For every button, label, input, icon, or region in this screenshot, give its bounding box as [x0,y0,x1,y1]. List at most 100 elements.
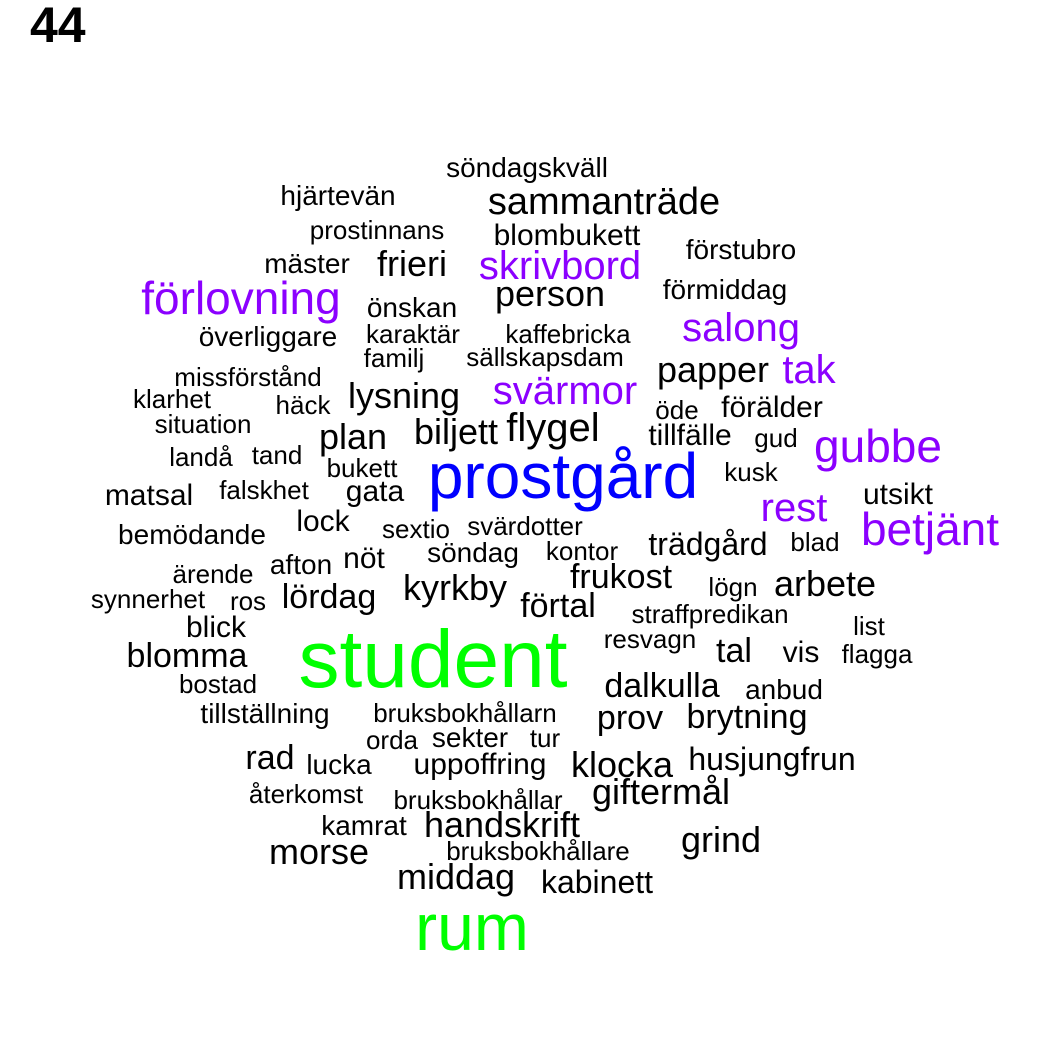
word-blad: blad [790,527,840,557]
word-kontor: kontor [545,536,619,566]
word-familj: familj [363,343,425,373]
word-tillfalle: tillfälle [648,419,732,452]
word-frukost: frukost [569,558,673,596]
word-logn: lögn [708,572,758,602]
word-matsal: matsal [104,479,194,512]
word-tur: tur [529,723,561,753]
word-biljett: biljett [413,411,499,452]
word-landa: landå [169,442,233,472]
word-morse: morse [268,831,370,872]
word-tillstallning: tillställning [200,698,330,729]
word-tak: tak [782,348,836,392]
word-bruksbokhallar: bruksbokhållar [393,785,563,815]
word-straffpredikan: straffpredikan [631,599,789,629]
word-arbete: arbete [773,563,877,604]
word-grind: grind [680,819,762,860]
word-orda: orda [365,725,419,755]
word-onskan: önskan [366,292,458,323]
word-bruksbokhallare: bruksbokhållare [446,836,630,866]
word-rest: rest [760,486,828,530]
word-gubbe: gubbe [814,420,942,472]
word-middag: middag [396,856,516,897]
word-prostgard: prostgård [427,440,699,512]
word-hjartevan: hjärtevän [280,180,396,211]
word-rum: rum [415,890,529,964]
word-papper: papper [656,349,770,390]
word-arende: ärende [172,559,254,589]
word-sallskapsdam: sällskapsdam [466,342,624,372]
word-salong: salong [682,306,800,350]
word-blombukett: blombukett [493,219,641,252]
word-sekter: sekter [431,722,509,753]
word-person: person [494,273,606,314]
word-bukett: bukett [326,453,398,483]
page-number: 44 [30,0,86,53]
word-list: list [853,611,885,641]
word-lock: lock [296,505,350,538]
word-falskhet: falskhet [219,475,309,505]
word-bruksbokhallarn: bruksbokhållarn [373,698,557,728]
word-lordag: lördag [281,578,377,616]
word-sextio: sextio [382,514,450,544]
word-lucka: lucka [306,749,372,780]
word-resvagn: resvagn [603,624,697,654]
word-sammantrade: sammanträde [487,181,721,223]
word-ode: öde [655,395,699,425]
word-prostinnans: prostinnans [309,215,445,245]
word-rad: rad [245,739,295,777]
word-ros: ros [229,586,267,616]
word-anbud: anbud [745,674,823,705]
word-missforstand: missförstånd [174,362,322,392]
word-vis: vis [782,636,820,669]
word-gud: gud [754,423,798,453]
word-sondagskvall: söndagskväll [446,152,608,183]
word-brytning: brytning [686,698,808,736]
word-skrivbord: skrivbord [478,244,642,288]
word-fortal: förtal [520,587,596,625]
word-svardotter: svärdotter [467,511,583,541]
word-foralder: förälder [721,391,823,424]
word-tand: tand [251,440,303,470]
word-situation: situation [154,409,252,439]
word-plan: plan [318,416,388,457]
word-flagga: flagga [841,639,913,669]
word-giftermal: giftermål [591,771,731,812]
word-prov: prov [596,699,664,737]
word-lysning: lysning [347,375,461,416]
word-sondag: söndag [427,537,519,568]
word-overliggare: överliggare [198,321,338,352]
word-aterkomst: återkomst [248,779,364,809]
word-afton: afton [269,549,333,580]
word-flygel: flygel [506,406,600,450]
word-karaktar: karaktär [366,319,460,349]
word-husjungfrun: husjungfrun [688,741,856,777]
word-blomma: blomma [126,637,248,675]
word-not: nöt [343,542,385,575]
word-svarmor: svärmor [492,369,638,413]
word-forstubro: förstubro [685,234,797,265]
word-kaffebricka: kaffebricka [505,319,631,349]
word-handskrift: handskrift [423,804,581,845]
word-master: mäster [264,248,350,279]
word-tal: tal [716,632,752,670]
word-student: student [298,614,568,705]
word-kamrat: kamrat [321,810,407,841]
word-synnerhet: synnerhet [90,584,206,614]
word-kabinett: kabinett [540,864,654,900]
word-frieri: frieri [377,243,447,284]
word-kyrkby: kyrkby [402,567,508,608]
word-tradgard: trädgård [648,526,768,562]
word-bostad: bostad [178,669,258,699]
word-forlovning: förlovning [141,272,341,324]
word-dalkulla: dalkulla [604,667,720,705]
word-bemodande: bemödande [118,519,266,550]
word-betjant: betjänt [860,503,1000,555]
word-uppoffring: uppoffring [413,748,547,781]
word-utsikt: utsikt [862,478,934,511]
word-klocka: klocka [570,744,674,785]
word-blick: blick [185,611,247,644]
word-klarhet: klarhet [132,384,212,414]
word-gata: gata [345,475,405,508]
word-kusk: kusk [724,457,778,487]
